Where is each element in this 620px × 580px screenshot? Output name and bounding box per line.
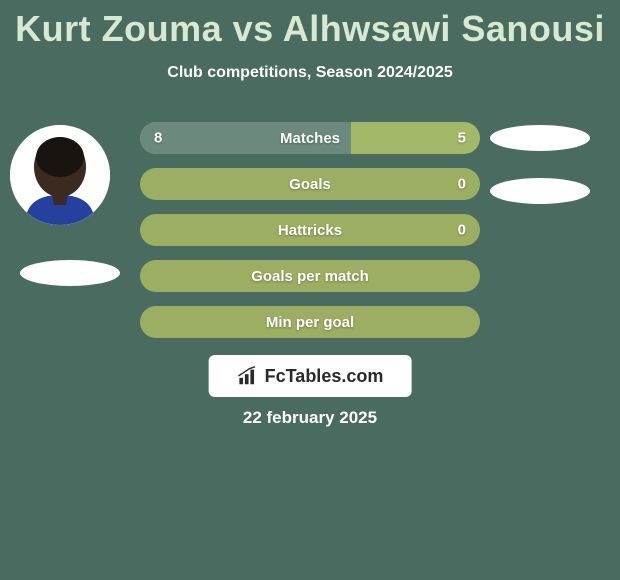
placeholder-ellipse (490, 125, 590, 151)
logo-text: FcTables.com (265, 366, 384, 387)
stat-value-right: 0 (458, 176, 466, 193)
stat-label: Goals (289, 176, 331, 193)
fctables-logo: FcTables.com (209, 355, 412, 397)
chart-icon (237, 365, 259, 387)
placeholder-ellipse (490, 178, 590, 204)
date-label: 22 february 2025 (0, 408, 620, 428)
stats-container: 8 Matches 5 Goals 0 Hattricks 0 Goals per match… (140, 122, 480, 352)
stat-label: Min per goal (266, 314, 354, 331)
stat-label: Goals per match (251, 268, 369, 285)
subtitle: Club competitions, Season 2024/2025 (0, 64, 620, 82)
stat-row: Hattricks 0 (140, 214, 480, 246)
placeholder-ellipse (20, 260, 120, 286)
stat-row: Goals 0 (140, 168, 480, 200)
stat-label: Matches (280, 130, 340, 147)
stat-value-right: 0 (458, 222, 466, 239)
stat-row: Min per goal (140, 306, 480, 338)
stat-row: Goals per match (140, 260, 480, 292)
player-left-avatar (10, 125, 110, 225)
stat-value-right: 5 (458, 130, 466, 147)
stat-row: 8 Matches 5 (140, 122, 480, 154)
stat-label: Hattricks (278, 222, 342, 239)
page-title: Kurt Zouma vs Alhwsawi Sanousi (0, 0, 620, 50)
stat-value-left: 8 (154, 130, 162, 147)
